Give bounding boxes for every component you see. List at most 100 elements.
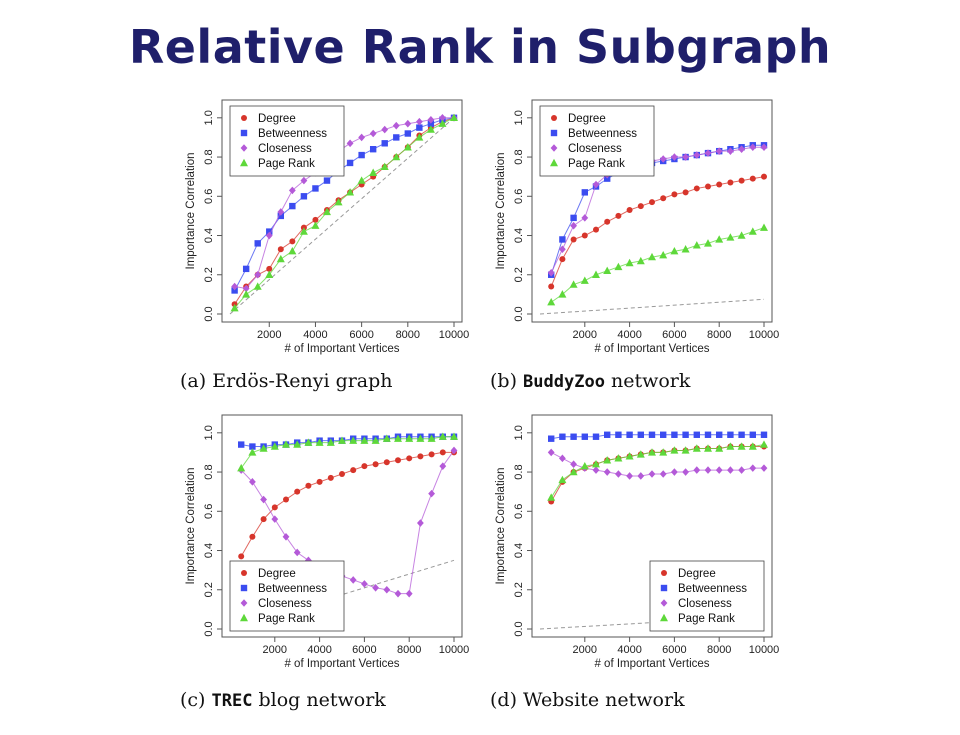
chart-b-legend: Degree Betweenness Closeness Page Rank bbox=[539, 105, 655, 177]
chart-d-closeness-point bbox=[704, 466, 712, 474]
chart-d-betweenness-point bbox=[738, 431, 745, 438]
chart-a-legend-betweenness-label: Betweenness bbox=[258, 128, 327, 140]
chart-c-page-rank-point bbox=[248, 448, 257, 456]
chart-b-caption-mono: BuddyZoo bbox=[523, 372, 605, 392]
chart-b-plot-frame bbox=[531, 99, 773, 323]
chart-a-betweenness-point bbox=[312, 185, 319, 192]
chart-d-plot-frame bbox=[531, 414, 773, 638]
chart-c-degree-point bbox=[428, 451, 435, 458]
chart-b-xlabel: # of Important Vertices bbox=[594, 343, 709, 355]
chart-a-betweenness-point bbox=[427, 120, 435, 127]
chart-b-legend-page-rank-label: Page Rank bbox=[568, 158, 625, 170]
chart-b-page-rank-point bbox=[569, 280, 578, 288]
chart-b-closeness-point bbox=[749, 143, 757, 152]
chart-d-betweenness-point bbox=[615, 431, 622, 438]
chart-c-closeness-point bbox=[450, 446, 458, 455]
chart-c-degree-point bbox=[350, 467, 357, 474]
chart-d-betweenness-point bbox=[727, 431, 734, 438]
chart-b-closeness-point bbox=[592, 180, 600, 189]
chart-c-legend-degree-label: Degree bbox=[258, 568, 296, 580]
chart-b-closeness-point bbox=[671, 153, 678, 161]
chart-b-degree-point bbox=[749, 175, 756, 182]
chart-d-closeness-point bbox=[626, 472, 633, 480]
chart-d-closeness-point bbox=[637, 472, 645, 480]
chart-c-xlabel: # of Important Vertices bbox=[284, 658, 399, 670]
chart-a-closeness-point bbox=[277, 208, 285, 216]
chart-d-closeness-point bbox=[615, 470, 622, 478]
chart-a-closeness-point bbox=[381, 125, 389, 134]
chart-a-ytick-label: 0.0 bbox=[203, 306, 215, 321]
chart-b-legend-degree-label: Degree bbox=[568, 113, 606, 125]
chart-a-legend-betweenness-marker bbox=[240, 129, 248, 137]
chart-d-betweenness-point bbox=[760, 431, 768, 438]
chart-c-degree-point bbox=[383, 459, 390, 466]
chart-c-degree-point bbox=[305, 482, 312, 489]
chart-d-closeness-point bbox=[671, 468, 678, 476]
chart-c-page-rank-point bbox=[259, 444, 268, 452]
chart-a-betweenness-point bbox=[346, 159, 354, 167]
chart-a-page-rank-point bbox=[392, 152, 401, 161]
chart-c-plot-frame bbox=[221, 414, 463, 638]
chart-b-degree-point bbox=[660, 195, 667, 202]
chart-c-page-rank-point bbox=[438, 432, 447, 440]
chart-c-legend-page-rank-marker bbox=[240, 613, 248, 622]
chart-c-xtick-label: 2000 bbox=[263, 644, 287, 656]
chart-d-betweenness-point bbox=[604, 431, 611, 438]
chart-d-ytick-label: 0.8 bbox=[513, 464, 525, 479]
chart-b-degree-point bbox=[649, 199, 655, 206]
chart-b-page-rank-point bbox=[760, 223, 768, 231]
chart-a-page-rank-point bbox=[242, 290, 251, 298]
chart-b-page-rank-point bbox=[648, 252, 656, 261]
chart-d-closeness-point bbox=[603, 468, 611, 476]
chart-d-betweenness-point bbox=[704, 431, 712, 438]
chart-a-closeness-point bbox=[392, 121, 400, 130]
chart-d-page-rank-point bbox=[715, 444, 724, 452]
chart-a-closeness-point bbox=[265, 231, 273, 240]
chart-b-page-rank-point bbox=[547, 298, 556, 306]
chart-c-page-rank-point bbox=[382, 434, 391, 442]
chart-d-betweenness-point bbox=[637, 431, 644, 438]
chart-a-page-rank-point bbox=[369, 168, 378, 176]
chart-a-degree-point bbox=[289, 238, 296, 245]
chart-d-caption-prefix: (d) bbox=[490, 689, 517, 711]
chart-c-degree-point bbox=[260, 516, 267, 523]
chart-a-ytick-label: 0.2 bbox=[203, 267, 215, 282]
chart-c-page-rank-point bbox=[237, 463, 246, 472]
chart-b-caption: (b) BuddyZoo network bbox=[490, 370, 800, 392]
chart-b-betweenness-point bbox=[559, 236, 566, 243]
chart-d-page-rank-point bbox=[580, 461, 589, 470]
chart-d-xlabel: # of Important Vertices bbox=[594, 658, 709, 670]
chart-d-betweenness-point bbox=[716, 431, 723, 438]
chart-b-legend-closeness-label: Closeness bbox=[568, 143, 622, 155]
chart-d-ylabel: Importance Correlation bbox=[495, 468, 507, 585]
chart-c-closeness-point bbox=[417, 519, 424, 527]
chart-d-closeness-point bbox=[760, 464, 768, 472]
chart-c-closeness-point bbox=[394, 589, 402, 598]
chart-a-betweenness-point bbox=[369, 146, 377, 153]
chart-b-baseline bbox=[539, 298, 765, 315]
chart-d-betweenness-point bbox=[548, 435, 555, 442]
chart-b-closeness-point bbox=[704, 149, 712, 157]
chart-b-betweenness-point bbox=[570, 214, 577, 222]
chart-a-legend-page-rank-label: Page Rank bbox=[258, 158, 315, 170]
chart-c-degree-point bbox=[361, 463, 368, 470]
chart-b-closeness-point bbox=[738, 145, 745, 153]
chart-b-legend-betweenness-marker bbox=[550, 129, 558, 137]
chart-d-page-rank-point bbox=[625, 452, 634, 460]
chart-d-legend-degree-label: Degree bbox=[678, 568, 716, 580]
chart-d-legend-closeness-marker bbox=[660, 599, 668, 607]
chart-d-xtick-label: 6000 bbox=[662, 644, 686, 656]
chart-b-degree-point bbox=[626, 207, 633, 214]
chart-c-legend: Degree Betweenness Closeness Page Rank bbox=[229, 560, 345, 632]
chart-b-closeness-point bbox=[659, 155, 667, 163]
chart-a-closeness-point bbox=[242, 284, 250, 293]
chart-a-closeness-point bbox=[231, 282, 239, 291]
chart-b-page-rank-point bbox=[704, 239, 712, 247]
chart-c-ytick-label: 0.6 bbox=[203, 504, 215, 519]
chart-a-page-rank-point bbox=[288, 247, 297, 255]
chart-d-betweenness-point bbox=[749, 431, 756, 438]
chart-b-degree-point bbox=[581, 232, 588, 239]
chart-d-closeness-point bbox=[559, 454, 566, 463]
chart-a-xtick-label: 10000 bbox=[439, 329, 470, 341]
chart-d-betweenness-point bbox=[592, 433, 600, 440]
